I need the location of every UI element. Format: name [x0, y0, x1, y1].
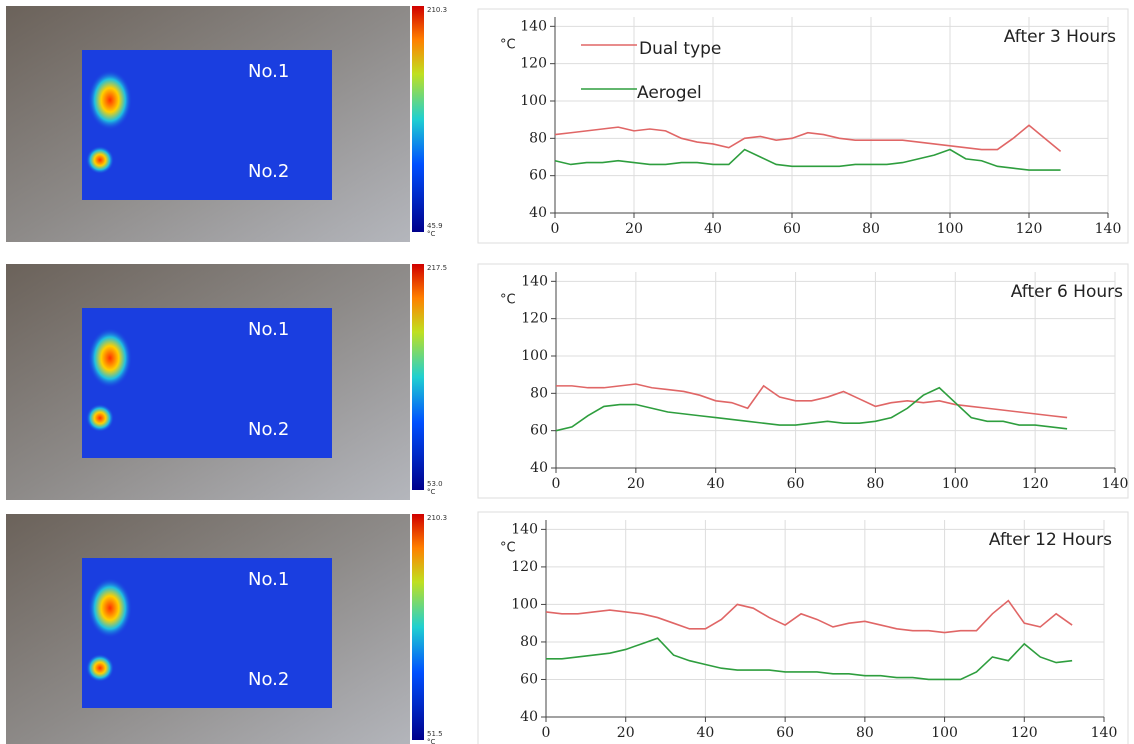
x-tick-label: 60 — [776, 725, 794, 741]
scale-max: 210.3 — [427, 514, 447, 522]
y-tick-label: 120 — [521, 311, 548, 327]
hot-spot — [88, 578, 132, 638]
legend-label: Dual type — [639, 39, 721, 59]
y-tick-label: 100 — [521, 348, 548, 364]
y-tick-label: 100 — [520, 93, 547, 109]
chart: 40 60 80 100 120 140 0 20 40 60 80 100 120 140 °C After… — [478, 9, 1128, 243]
y-axis-label: °C — [500, 38, 516, 53]
x-tick-label: 40 — [707, 476, 725, 492]
x-tick-label: 80 — [862, 221, 880, 237]
y-tick-label: 120 — [520, 56, 547, 72]
y-tick-label: 140 — [520, 18, 547, 34]
label: No.1 — [248, 569, 289, 590]
x-tick-label: 100 — [942, 476, 969, 492]
x-tick-label: 20 — [617, 725, 635, 741]
chart: 40 60 80 100 120 140 0 20 40 60 80 100 120 140 °C After… — [478, 264, 1128, 498]
label: No.2 — [248, 669, 289, 690]
y-tick-label: 100 — [511, 596, 538, 612]
thermal-image: No.1 No.2 210.3 45.9°C — [6, 6, 447, 242]
x-tick-label: 140 — [1102, 476, 1129, 492]
x-tick-label: 100 — [937, 221, 964, 237]
y-tick-label: 80 — [520, 634, 538, 650]
y-tick-label: 40 — [520, 709, 538, 725]
chart: 40 60 80 100 120 140 0 20 40 60 80 100 120 140 °C After… — [478, 512, 1128, 744]
y-axis-label: °C — [500, 293, 516, 308]
y-tick-label: 40 — [530, 460, 548, 476]
y-tick-label: 120 — [511, 559, 538, 575]
x-tick-label: 20 — [627, 476, 645, 492]
annotation: After 6 Hours — [1011, 282, 1123, 302]
x-tick-label: 100 — [931, 725, 958, 741]
x-tick-label: 60 — [787, 476, 805, 492]
x-tick-label: 80 — [867, 476, 885, 492]
scale-unit: °C — [427, 488, 436, 496]
colorbar — [412, 264, 424, 490]
scale-min: 45.9 — [427, 222, 443, 230]
x-tick-label: 20 — [625, 221, 643, 237]
x-tick-label: 120 — [1016, 221, 1043, 237]
scale-max: 210.3 — [427, 6, 447, 14]
label: No.2 — [248, 419, 289, 440]
hot-spot — [88, 328, 132, 388]
x-tick-label: 0 — [542, 725, 551, 741]
x-tick-label: 120 — [1022, 476, 1049, 492]
label: No.1 — [248, 61, 289, 82]
scale-min: 53.0 — [427, 480, 443, 488]
scale-unit: °C — [427, 230, 436, 238]
annotation: After 3 Hours — [1004, 27, 1116, 47]
y-tick-label: 40 — [529, 205, 547, 221]
x-tick-label: 140 — [1091, 725, 1118, 741]
hot-spot — [88, 70, 132, 130]
y-tick-label: 60 — [520, 671, 538, 687]
x-tick-label: 40 — [697, 725, 715, 741]
y-tick-label: 80 — [529, 130, 547, 146]
y-tick-label: 140 — [511, 521, 538, 537]
colorbar — [412, 6, 424, 232]
y-axis-label: °C — [500, 541, 516, 556]
x-tick-label: 60 — [783, 221, 801, 237]
x-tick-label: 0 — [552, 476, 561, 492]
scale-min: 51.5 — [427, 730, 443, 738]
hot-spot — [86, 146, 114, 174]
thermal-image: No.1 No.2 217.5 53.0°C — [6, 264, 447, 500]
hot-spot — [86, 654, 114, 682]
x-tick-label: 0 — [551, 221, 560, 237]
x-tick-label: 80 — [856, 725, 874, 741]
scale-max: 217.5 — [427, 264, 447, 272]
y-tick-label: 80 — [530, 385, 548, 401]
label: No.1 — [248, 319, 289, 340]
hot-spot — [86, 404, 114, 432]
colorbar — [412, 514, 424, 740]
annotation: After 12 Hours — [989, 530, 1112, 550]
label: No.2 — [248, 161, 289, 182]
y-tick-label: 60 — [530, 423, 548, 439]
thermal-image: No.1 No.2 210.3 51.5°C — [6, 514, 447, 744]
y-tick-label: 140 — [521, 273, 548, 289]
scale-unit: °C — [427, 738, 436, 744]
figure: No.1No.2210.345.9°CNo.1No.2217.553.0°CNo… — [0, 0, 1134, 744]
x-tick-label: 120 — [1011, 725, 1038, 741]
legend-label: Aerogel — [637, 83, 702, 103]
x-tick-label: 140 — [1095, 221, 1122, 237]
x-tick-label: 40 — [704, 221, 722, 237]
y-tick-label: 60 — [529, 168, 547, 184]
